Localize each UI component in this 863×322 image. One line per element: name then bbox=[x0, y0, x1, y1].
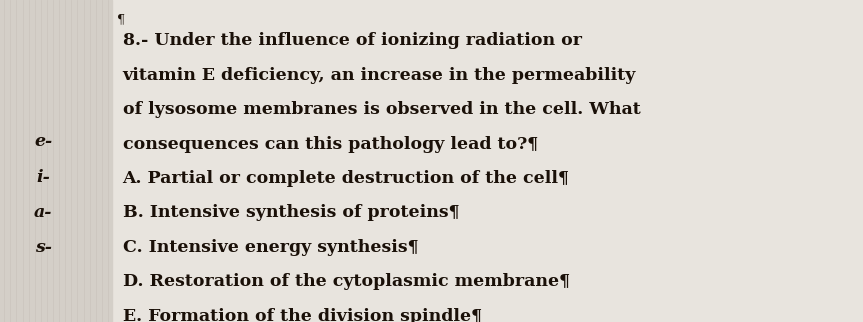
Text: D. Restoration of the cytoplasmic membrane¶: D. Restoration of the cytoplasmic membra… bbox=[123, 273, 570, 290]
Text: 8.- Under the influence of ionizing radiation or: 8.- Under the influence of ionizing radi… bbox=[123, 32, 582, 49]
Text: E. Formation of the division spindle¶: E. Formation of the division spindle¶ bbox=[123, 308, 482, 322]
Text: s-: s- bbox=[35, 240, 52, 256]
Text: vitamin E deficiency, an increase in the permeability: vitamin E deficiency, an increase in the… bbox=[123, 67, 636, 84]
Text: A. Partial or complete destruction of the cell¶: A. Partial or complete destruction of th… bbox=[123, 170, 570, 187]
Text: i-: i- bbox=[36, 169, 50, 185]
Text: a-: a- bbox=[34, 204, 53, 221]
Text: C. Intensive energy synthesis¶: C. Intensive energy synthesis¶ bbox=[123, 239, 419, 256]
Text: e-: e- bbox=[34, 133, 53, 150]
Text: of lysosome membranes is observed in the cell. What: of lysosome membranes is observed in the… bbox=[123, 101, 640, 118]
Bar bbox=[0, 0, 112, 322]
Text: ¶: ¶ bbox=[117, 13, 124, 26]
Text: consequences can this pathology lead to?¶: consequences can this pathology lead to?… bbox=[123, 136, 538, 153]
Text: B. Intensive synthesis of proteins¶: B. Intensive synthesis of proteins¶ bbox=[123, 204, 459, 222]
